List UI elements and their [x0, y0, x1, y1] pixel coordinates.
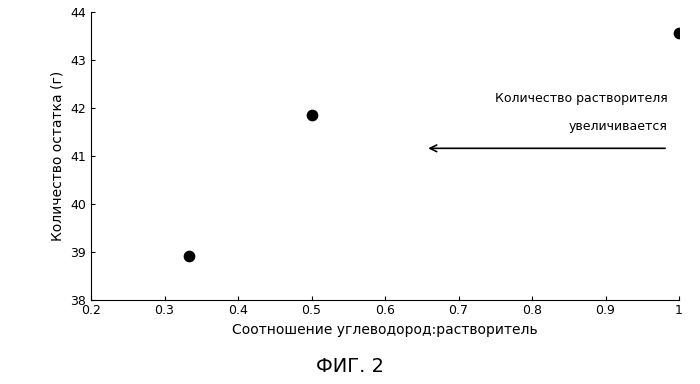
- Point: [183, 253, 195, 260]
- Point: [673, 30, 685, 36]
- Text: увеличивается: увеличивается: [569, 119, 668, 132]
- Point: [306, 112, 317, 118]
- Text: Количество растворителя: Количество растворителя: [495, 92, 668, 105]
- X-axis label: Соотношение углеводород:растворитель: Соотношение углеводород:растворитель: [232, 323, 538, 337]
- Text: ФИГ. 2: ФИГ. 2: [316, 358, 384, 376]
- Y-axis label: Количество остатка (г): Количество остатка (г): [50, 70, 64, 241]
